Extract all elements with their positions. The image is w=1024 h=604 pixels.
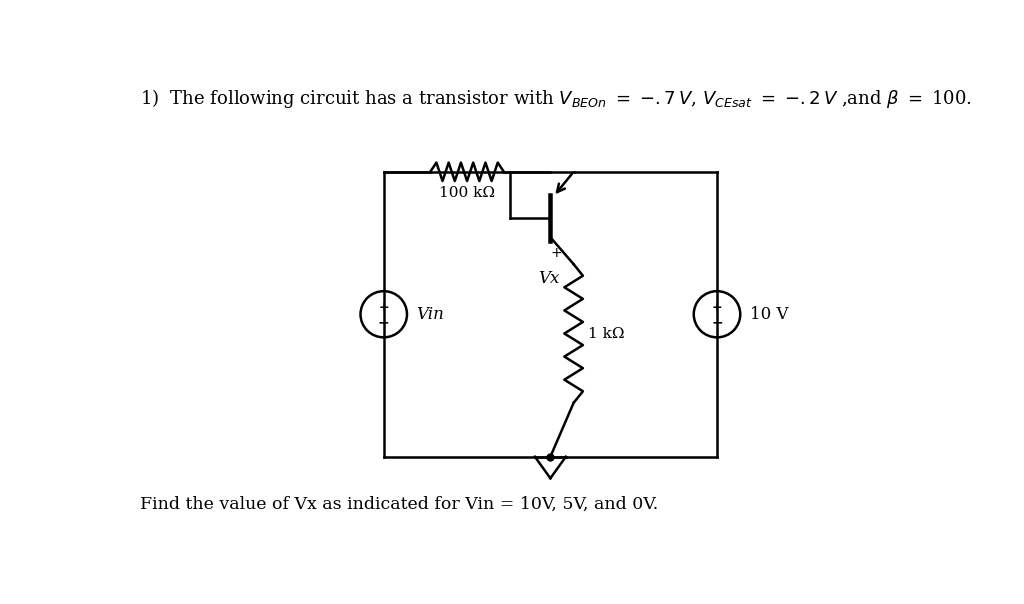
Text: 1)  The following circuit has a transistor with $V_{BEOn}$ $=$ $-.7\,V$, $V_{CEs: 1) The following circuit has a transisto… (139, 87, 972, 110)
Text: +: + (550, 246, 562, 260)
Text: +: + (712, 301, 722, 314)
Text: −: − (378, 315, 389, 329)
Text: Find the value of Vx as indicated for Vin = 10V, 5V, and 0V.: Find the value of Vx as indicated for Vi… (139, 496, 657, 513)
Text: 10 V: 10 V (750, 306, 788, 323)
Text: −: − (712, 315, 723, 329)
Text: Vin: Vin (417, 306, 444, 323)
Text: +: + (379, 301, 389, 314)
Text: Vx: Vx (539, 271, 560, 288)
Text: 100 kΩ: 100 kΩ (439, 185, 495, 200)
Text: 1 kΩ: 1 kΩ (588, 327, 624, 341)
